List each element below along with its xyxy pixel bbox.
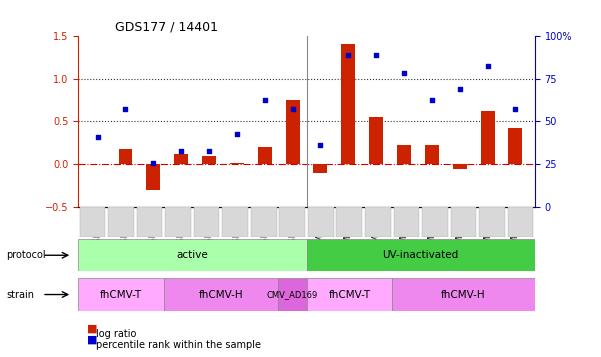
FancyBboxPatch shape: [165, 207, 191, 237]
FancyBboxPatch shape: [365, 207, 391, 237]
Point: [176, 149, 186, 154]
Text: ■: ■: [87, 335, 97, 345]
Bar: [314, 164, 328, 173]
Text: active: active: [177, 250, 208, 260]
Bar: [174, 154, 188, 164]
FancyBboxPatch shape: [279, 207, 305, 237]
Text: protocol: protocol: [6, 250, 46, 260]
Point: [344, 52, 353, 58]
Bar: [481, 111, 495, 164]
FancyBboxPatch shape: [79, 207, 105, 237]
Bar: [397, 145, 411, 164]
FancyBboxPatch shape: [508, 207, 534, 237]
FancyBboxPatch shape: [108, 207, 134, 237]
Text: UV-inactivated: UV-inactivated: [383, 250, 459, 260]
FancyBboxPatch shape: [78, 239, 307, 271]
FancyBboxPatch shape: [222, 207, 248, 237]
Point: [288, 106, 297, 111]
FancyBboxPatch shape: [392, 278, 535, 311]
Point: [316, 142, 325, 148]
Bar: [369, 117, 383, 164]
FancyBboxPatch shape: [307, 239, 535, 271]
Bar: [230, 162, 244, 164]
Point: [511, 106, 520, 111]
Text: fhCMV-T: fhCMV-T: [100, 290, 142, 300]
Point: [399, 70, 409, 75]
Point: [232, 131, 242, 137]
FancyBboxPatch shape: [78, 278, 163, 311]
Point: [371, 52, 381, 57]
Bar: [285, 100, 299, 164]
Point: [260, 97, 269, 103]
Text: CMV_AD169: CMV_AD169: [267, 290, 318, 299]
FancyBboxPatch shape: [394, 207, 419, 237]
FancyBboxPatch shape: [422, 207, 448, 237]
FancyBboxPatch shape: [307, 278, 392, 311]
FancyBboxPatch shape: [136, 207, 162, 237]
Text: ■: ■: [87, 324, 97, 334]
Bar: [508, 128, 522, 164]
Point: [427, 97, 437, 103]
Point: [148, 160, 158, 165]
FancyBboxPatch shape: [194, 207, 219, 237]
Bar: [425, 145, 439, 164]
Text: fhCMV-H: fhCMV-H: [198, 290, 243, 300]
Bar: [453, 164, 466, 169]
Point: [455, 86, 465, 92]
FancyBboxPatch shape: [278, 278, 307, 311]
Text: GDS177 / 14401: GDS177 / 14401: [115, 20, 218, 33]
Point: [121, 106, 130, 111]
Text: log ratio: log ratio: [96, 329, 136, 339]
FancyBboxPatch shape: [308, 207, 334, 237]
Point: [93, 134, 102, 140]
Text: percentile rank within the sample: percentile rank within the sample: [96, 340, 261, 350]
Bar: [118, 149, 132, 164]
Bar: [147, 164, 160, 190]
FancyBboxPatch shape: [163, 278, 278, 311]
FancyBboxPatch shape: [337, 207, 362, 237]
Point: [483, 63, 492, 69]
Bar: [202, 156, 216, 164]
Bar: [258, 147, 272, 164]
Text: strain: strain: [6, 290, 34, 300]
Bar: [341, 44, 355, 164]
Text: fhCMV-H: fhCMV-H: [441, 290, 486, 300]
Text: fhCMV-T: fhCMV-T: [328, 290, 370, 300]
FancyBboxPatch shape: [479, 207, 505, 237]
FancyBboxPatch shape: [251, 207, 276, 237]
FancyBboxPatch shape: [451, 207, 477, 237]
Point: [204, 149, 214, 154]
